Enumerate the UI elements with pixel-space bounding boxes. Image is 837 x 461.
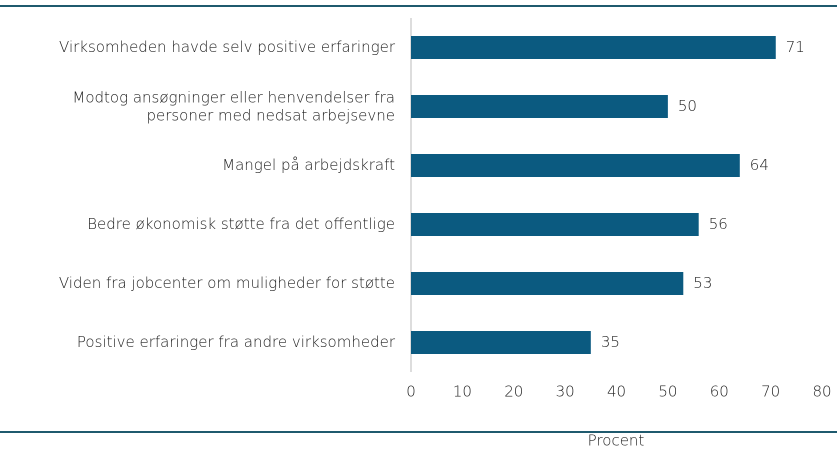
x-axis-label: Procent: [588, 432, 645, 450]
x-tick-label: 70: [761, 383, 780, 401]
value-label: 53: [693, 274, 712, 292]
x-tick-label: 30: [556, 383, 575, 401]
x-tick-label: 80: [812, 383, 831, 401]
x-tick-label: 0: [406, 383, 416, 401]
y-tick-label: Virksomheden havde selv positive erfarin…: [59, 38, 396, 56]
bar: [411, 331, 591, 354]
bar: [411, 213, 699, 236]
y-tick-label: Mangel på arbejdskraft: [222, 156, 395, 174]
bar: [411, 36, 776, 59]
x-tick-label: 10: [453, 383, 472, 401]
x-tick-label: 20: [504, 383, 523, 401]
value-label: 50: [678, 97, 697, 115]
value-label: 35: [601, 333, 620, 351]
bar: [411, 154, 740, 177]
value-label: 71: [786, 38, 805, 56]
x-tick-label: 60: [710, 383, 729, 401]
y-tick-label: Bedre økonomisk støtte fra det offentlig…: [87, 215, 395, 233]
bar: [411, 95, 668, 118]
x-tick-label: 50: [658, 383, 677, 401]
y-tick-label: Positive erfaringer fra andre virksomhed…: [77, 333, 396, 351]
value-label: 64: [750, 156, 769, 174]
x-tick-label: 40: [607, 383, 626, 401]
y-tick-label: Viden fra jobcenter om muligheder for st…: [59, 274, 395, 292]
y-tick-label: Modtog ansøgninger eller henvendelser fr…: [72, 88, 395, 124]
bar: [411, 272, 684, 295]
value-label: 56: [709, 215, 728, 233]
